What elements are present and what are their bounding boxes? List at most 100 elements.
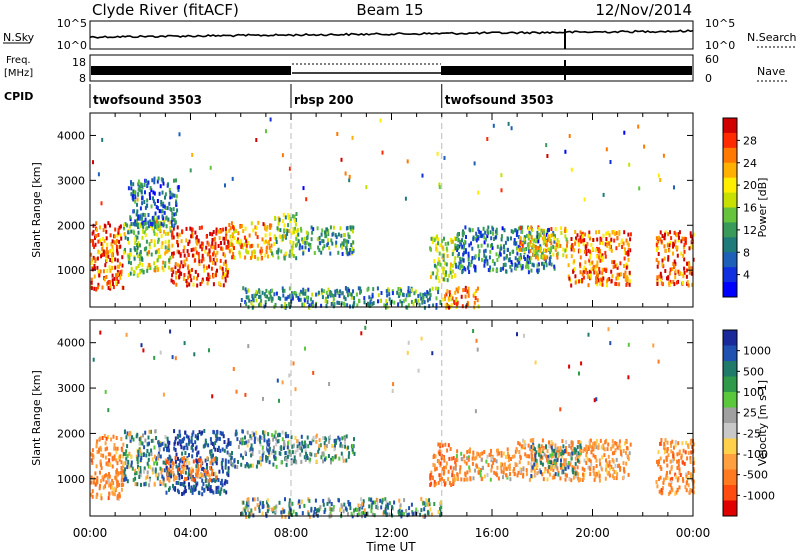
power-cell [306,300,309,304]
velocity-cell [221,431,224,436]
power-cell [689,234,692,239]
power-cell [674,239,677,244]
power-cell [137,222,139,227]
velocity-cell [540,454,543,459]
velocity-cell [194,434,197,439]
velocity-cell [190,473,193,477]
power-cell [331,232,334,237]
power-cell [656,275,659,280]
power-cell [147,220,150,225]
velocity-cell [331,444,334,448]
power-cell [153,176,156,181]
power-cell [393,300,396,305]
power-cell [462,252,465,257]
power-cell [490,236,493,241]
velocity-cell [577,472,580,477]
power-cell [307,242,310,247]
power-cell [230,239,233,243]
power-cell [284,301,287,306]
velocity-cell [490,464,493,469]
velocity-cell [112,491,115,496]
velocity-cell [249,463,252,468]
power-cell [311,300,314,305]
power-cell [563,229,566,234]
velocity-cell [467,457,470,462]
velocity-cell [683,461,686,466]
velocity-cell [99,445,102,450]
power-cell [161,214,164,219]
velocity-cell [542,477,545,482]
velocity-cell [674,443,677,448]
power-cell [437,290,440,295]
power-cell [90,280,93,285]
velocity-cell [474,468,477,473]
velocity-cell [678,449,681,454]
power-cell [413,291,416,296]
power-cell [173,223,176,228]
velocity-cell [91,494,94,499]
velocity-cell [310,452,313,457]
velocity-cell [452,466,455,471]
velocity-cell [271,507,274,512]
velocity-cell [272,449,275,454]
power-cell [457,232,460,237]
power-cell [560,231,563,235]
velocity-cell [666,463,669,468]
noise-left-tick-high: 10^5 [57,17,87,30]
power-cell [104,250,107,255]
power-cell [95,234,98,238]
power-cell [250,301,253,306]
velocity-cell [205,463,208,467]
velocity-cell [528,477,531,482]
velocity-cell [145,453,148,458]
power-cell [533,250,536,254]
power-cell [245,243,248,248]
power-cell [211,238,214,242]
power-cell [326,227,328,232]
power-cell [185,257,188,262]
velocity-cell [115,458,118,463]
velocity-cell [324,447,327,451]
power-cell [673,264,676,268]
power-cell [389,301,392,306]
velocity-cell [585,461,588,465]
power-cell [435,303,438,307]
power-cell [212,282,215,287]
power-cell [608,233,611,238]
power-cell [439,299,442,304]
velocity-cell [412,511,415,516]
velocity-cell [175,464,178,469]
velocity-cell [128,464,131,469]
velocity-cell [684,450,687,455]
power-cell [224,226,227,231]
power-cell [295,293,298,298]
velocity-sparse-cell [211,394,214,399]
velocity-cell [101,436,104,440]
velocity-cell [595,458,598,463]
power-cell [610,237,613,242]
velocity-cell [469,447,472,452]
velocity-cell [215,456,217,461]
velocity-cell [103,434,106,438]
power-cell [353,296,356,300]
power-cell [462,231,465,236]
power-cell [596,246,598,251]
velocity-cell [288,510,291,515]
power-cell [396,290,399,295]
power-cell [483,249,486,254]
power-cell [505,255,508,260]
velocity-cell [266,442,269,447]
power-cell [689,231,692,236]
velocity-cell [122,442,125,447]
power-cell [150,239,153,243]
power-cell [596,263,599,268]
power-cell [601,241,604,246]
velocity-cell [111,481,114,486]
velocity-colorbar-label: Velocity [m s-1] [756,380,769,466]
velocity-cell [607,442,610,447]
power-cell [135,212,138,217]
power-cell [404,297,407,302]
power-cell [545,243,548,248]
power-cell [302,240,305,245]
velocity-cell [214,459,217,464]
